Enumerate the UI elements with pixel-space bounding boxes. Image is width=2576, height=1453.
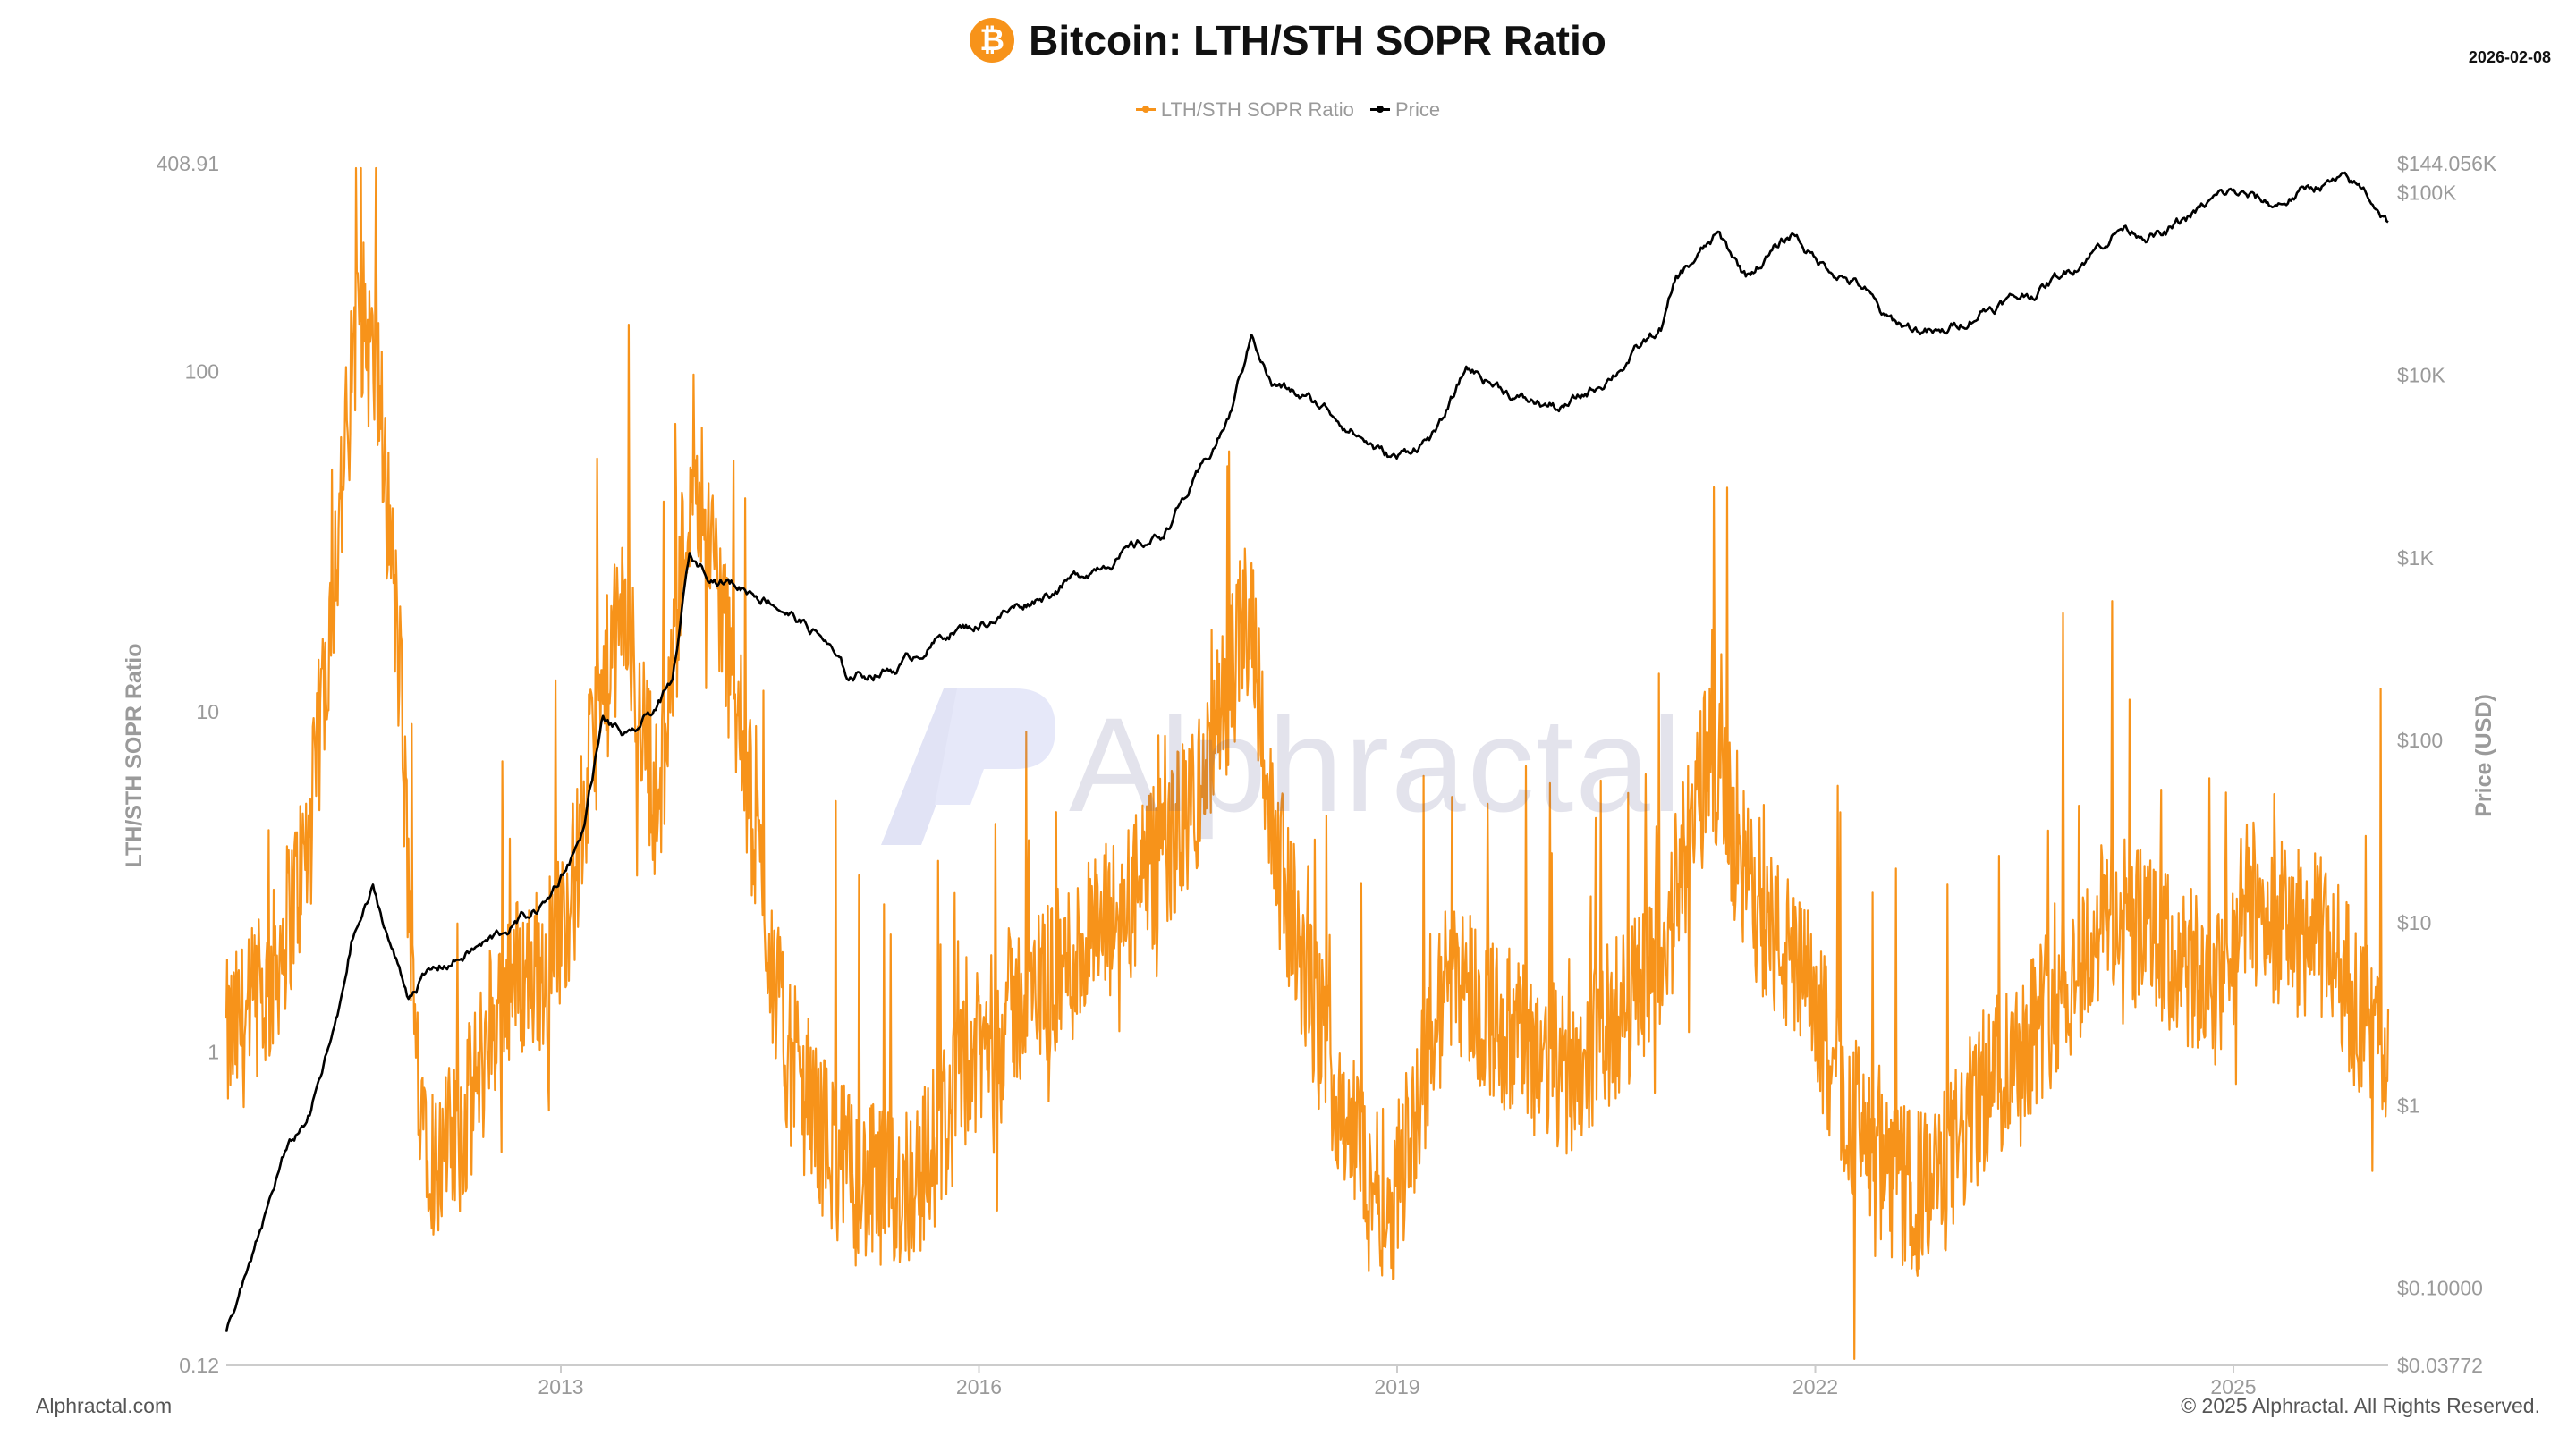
- y-left-tick-label: 408.91: [157, 152, 219, 175]
- y-right-tick-label: $10K: [2397, 364, 2445, 387]
- y-right-tick-label: $0.03772: [2397, 1354, 2483, 1377]
- y-left-axis-title: LTH/STH SOPR Ratio: [122, 644, 147, 868]
- y-left-tick-label: 10: [196, 700, 219, 723]
- y-right-tick-label: $10: [2397, 911, 2431, 934]
- series-layer: [225, 166, 2390, 1360]
- y-right-tick-label: $100: [2397, 729, 2443, 752]
- y-right-tick-label: $1K: [2397, 546, 2435, 570]
- series-line-ratio: [225, 166, 2390, 1360]
- x-tick-label: 2013: [538, 1375, 583, 1398]
- x-tick-label: 2016: [956, 1375, 1002, 1398]
- y-left-tick-label: 100: [185, 360, 219, 384]
- legend-swatch-ratio: [1135, 106, 1156, 113]
- legend-item-ratio[interactable]: LTH/STH SOPR Ratio: [1135, 97, 1354, 122]
- date-label: 2026-02-08: [2468, 48, 2551, 66]
- footer-site: Alphractal.com: [36, 1394, 173, 1417]
- axes-layer: 2013 2016 2019 2022 2025 408.91 100 10 1 0.12 $144…: [122, 152, 2497, 1398]
- y-right-tick-label: $100K: [2397, 181, 2457, 204]
- legend: LTH/STH SOPR Ratio Price: [0, 93, 2576, 122]
- x-tick-label: 2025: [2210, 1375, 2256, 1398]
- footer-copyright: © 2025 Alphractal. All Rights Reserved.: [2181, 1394, 2540, 1417]
- y-right-tick-label: $0.10000: [2397, 1277, 2483, 1300]
- y-left-tick-label: 0.12: [179, 1354, 219, 1377]
- legend-label-ratio: LTH/STH SOPR Ratio: [1160, 97, 1354, 121]
- y-right-tick-label: $144.056K: [2397, 152, 2497, 175]
- x-tick-label: 2019: [1374, 1375, 1419, 1398]
- x-tick-label: 2022: [1792, 1375, 1838, 1398]
- y-right-axis-title: Price (USD): [2471, 694, 2496, 817]
- y-right-tick-label: $1: [2397, 1094, 2420, 1117]
- y-left-tick-label: 1: [208, 1041, 219, 1064]
- series-line-price: [225, 171, 2389, 1332]
- legend-label-price: Price: [1394, 97, 1441, 121]
- legend-swatch-price: [1369, 106, 1390, 113]
- legend-item-price[interactable]: Price: [1369, 97, 1441, 122]
